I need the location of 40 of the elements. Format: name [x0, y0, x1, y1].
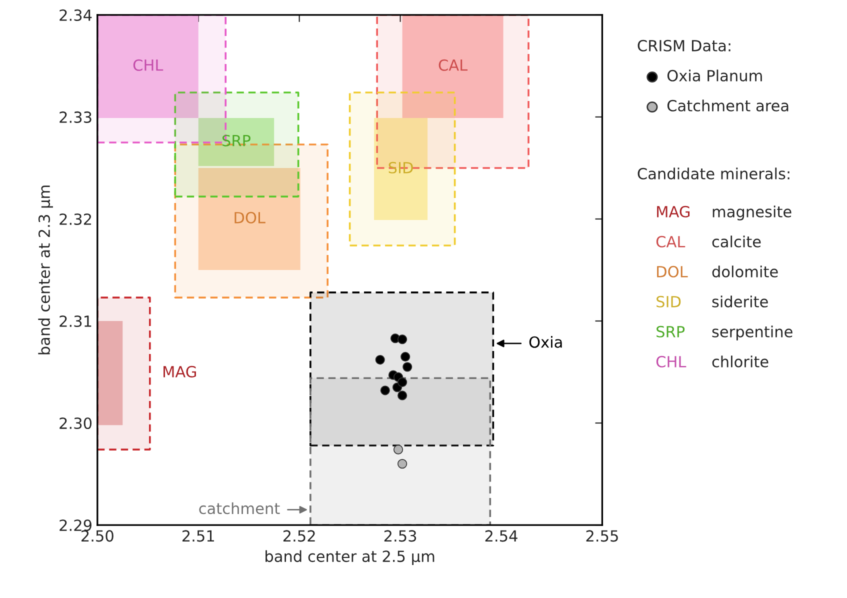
annotation: CHL	[133, 59, 164, 71]
text: SID siderite	[656, 296, 768, 308]
x-tick-label: 2.55	[586, 530, 618, 542]
annotation: MAG	[164, 366, 196, 378]
text: SRP serpentine	[656, 326, 792, 340]
text: CAL calcite	[656, 236, 761, 248]
text: DOL dolomite	[657, 266, 778, 278]
annotation: catchment	[199, 502, 280, 514]
text: Candidate minerals:	[638, 168, 790, 180]
point	[393, 444, 404, 454]
point	[380, 386, 390, 396]
x-tick-label: 2.52	[283, 530, 315, 542]
legend-label: Catchment area	[667, 100, 788, 112]
legend-label: Oxia Planum	[667, 70, 762, 82]
y-tick-label: 2.33	[60, 111, 92, 123]
annotation: DOL	[234, 212, 266, 224]
text: CHL chlorite	[656, 356, 768, 368]
x-axis-title: band center at 2.5 µm	[266, 550, 434, 566]
point	[400, 352, 410, 362]
point	[402, 362, 412, 372]
y-tick-label: 2.31	[60, 315, 92, 328]
y-tick-label: 2.34	[60, 9, 92, 21]
x-tick-label: 2.50	[82, 530, 114, 542]
point	[398, 377, 408, 388]
y-tick-label: 2.30	[60, 417, 92, 430]
y-axis-title: band center at 2.3 µm	[38, 186, 53, 354]
x-tick-label: 2.53	[384, 530, 416, 542]
annotation: CAL	[438, 59, 468, 71]
point	[375, 354, 385, 365]
x-tick-label: 2.51	[182, 530, 214, 542]
point	[398, 459, 408, 469]
point	[398, 390, 408, 400]
legend-title: CRISM Data:	[638, 40, 730, 52]
text: MAG magnesite	[657, 206, 792, 220]
point	[398, 334, 408, 344]
annotation: SRP	[222, 134, 250, 146]
y-tick-label: 2.29	[60, 520, 92, 532]
y-tick-label: 2.32	[60, 213, 92, 226]
annotation: Oxia	[529, 336, 562, 348]
x-tick-label: 2.54	[485, 530, 518, 542]
